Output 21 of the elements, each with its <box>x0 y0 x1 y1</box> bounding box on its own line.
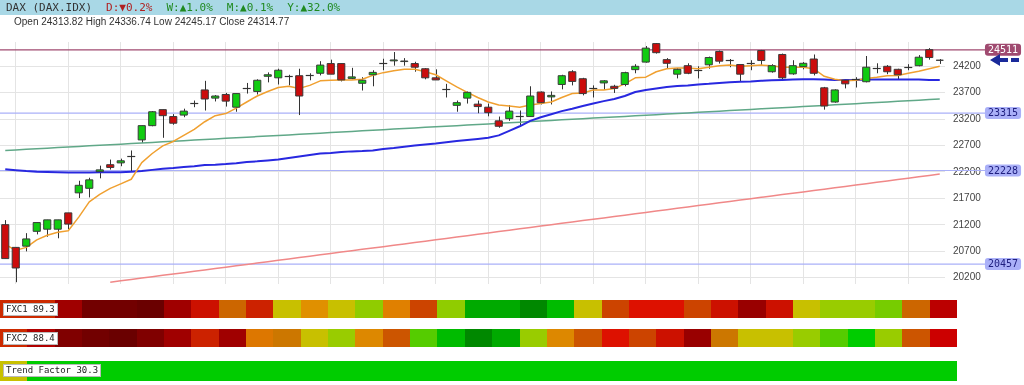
chart-title: DAX (DAX.IDX) <box>6 1 93 14</box>
text: Y:▲32.0% <box>287 1 341 14</box>
ref-line-label: 20457 <box>987 258 1019 270</box>
y-tick-label: 23200 <box>953 112 982 124</box>
text: FXC1 89.3 <box>3 303 58 316</box>
y-tick-label: 20700 <box>953 244 982 256</box>
chart-subtitle: Open 24313.82 High 24336.74 Low 24245.17 Close 24314.77 <box>14 16 290 27</box>
y-tick-label: 22700 <box>953 139 982 151</box>
text: FXC2 88.4 <box>3 332 58 345</box>
y-tick-label: 23700 <box>953 86 982 98</box>
ref-line-label: 22228 <box>987 164 1019 176</box>
y-tick-label: 24200 <box>953 60 982 72</box>
text: M:▲0.1% <box>226 1 274 14</box>
ref-line-label: 24511 <box>987 43 1019 55</box>
text: W:▲1.0% <box>166 1 213 14</box>
y-tick-label: 20200 <box>953 271 982 283</box>
y-tick-label: 21700 <box>953 192 982 204</box>
text: D:▼0.2% <box>106 1 153 14</box>
y-tick-label: 21200 <box>953 218 982 230</box>
ref-line-label: 23315 <box>987 107 1019 119</box>
text: Trend Factor 30.3 <box>3 364 102 377</box>
